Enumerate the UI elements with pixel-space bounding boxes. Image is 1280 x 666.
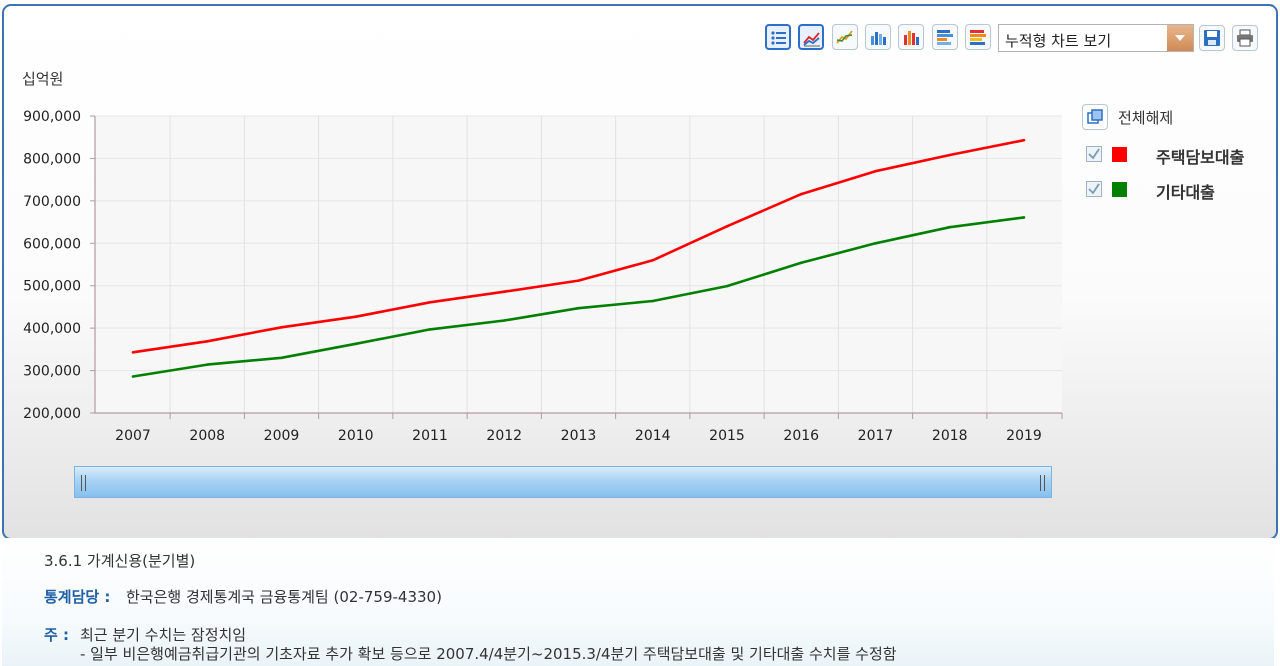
data-point [874, 169, 877, 173]
x-tick-label: 2016 [783, 428, 819, 444]
x-tick-label: 2012 [486, 428, 522, 444]
data-point [948, 153, 952, 157]
data-point [131, 351, 135, 354]
stacked-bar-button[interactable] [965, 24, 991, 50]
y-tick-label: 900,000 [23, 109, 81, 125]
legend-label: 주택담보대출 [1156, 148, 1245, 167]
save-icon [1204, 30, 1220, 46]
bar-chart-color-icon [904, 31, 919, 45]
chart-type-select[interactable]: 누적형 차트 보기 [998, 24, 1194, 52]
bar-chart-button[interactable] [865, 24, 891, 50]
checkmark-icon [1088, 183, 1100, 195]
plot-area [95, 116, 1062, 413]
data-point [799, 261, 803, 265]
legend-checkbox[interactable] [1086, 181, 1102, 197]
line-chart-button[interactable] [798, 24, 824, 50]
x-tick-label: 2018 [932, 428, 968, 444]
horizontal-bar-button[interactable] [932, 24, 958, 50]
data-point [577, 279, 580, 282]
line-chart-icon [803, 32, 820, 47]
data-point [799, 192, 803, 196]
contact-label: 통계담당 : [44, 588, 111, 606]
x-tick-label: 2014 [635, 428, 671, 444]
data-point [428, 300, 432, 304]
x-tick-label: 2019 [1006, 428, 1042, 444]
range-handle-right[interactable] [1040, 475, 1045, 491]
dropdown-arrow-button[interactable] [1167, 25, 1193, 51]
y-tick-label: 300,000 [23, 364, 81, 380]
y-tick-label: 400,000 [23, 321, 81, 337]
range-scrollbar[interactable] [74, 466, 1052, 498]
x-tick-label: 2011 [412, 428, 448, 444]
notes-section: 3.6.1 가계신용(분기별) 통계담당 : 한국은행 경제통계국 금융통계팀 … [2, 538, 1274, 666]
x-tick-label: 2008 [189, 428, 225, 444]
data-point [354, 342, 358, 346]
x-tick-label: 2013 [561, 428, 597, 444]
y-tick-label: 800,000 [23, 151, 81, 167]
x-tick-label: 2017 [858, 428, 894, 444]
range-handle-left[interactable] [81, 475, 86, 491]
y-tick-label: 500,000 [23, 279, 81, 295]
y-tick-label: 700,000 [23, 194, 81, 210]
data-point [651, 258, 655, 262]
data-point [131, 375, 135, 378]
line-chart: 200,000 300,000 400,000 500,000 600,000 700,0… [23, 109, 1063, 444]
note-label: 주 : [44, 626, 70, 644]
data-point [874, 241, 877, 245]
chevron-down-icon [1175, 35, 1185, 41]
list-view-button[interactable] [765, 24, 791, 50]
legend-checkbox[interactable] [1086, 146, 1102, 162]
data-point [577, 306, 580, 310]
toggle-all-label: 전체해제 [1118, 109, 1174, 127]
horizontal-bar-icon [937, 30, 953, 45]
data-point [280, 325, 283, 329]
data-point [1022, 216, 1026, 219]
data-point [725, 225, 729, 228]
data-point [428, 328, 432, 331]
bar-chart-icon [871, 32, 886, 45]
data-point [1022, 138, 1026, 142]
y-tick-label: 600,000 [23, 236, 81, 252]
table-title: 3.6.1 가계신용(분기별) [44, 552, 196, 570]
y-tick-label: 200,000 [23, 406, 81, 422]
legend-swatch [1112, 147, 1127, 162]
legend-swatch [1112, 182, 1127, 197]
print-icon [1237, 29, 1253, 47]
x-tick-label: 2010 [338, 428, 374, 444]
note-line-1: 최근 분기 수치는 잠정치임 [80, 626, 247, 644]
note-line-2: - 일부 비은행예금취급기관의 기초자료 추가 확보 등으로 2007.4/4분… [80, 645, 897, 663]
data-point [354, 315, 358, 318]
checkmark-icon [1088, 148, 1100, 160]
legend-label: 기타대출 [1156, 183, 1215, 202]
line-chart-alt-icon [836, 30, 853, 44]
print-button[interactable] [1232, 25, 1258, 51]
bar-chart-color-button[interactable] [898, 24, 924, 50]
contact-value: 한국은행 경제통계국 금융통계팀 (02-759-4330) [126, 588, 442, 606]
data-point [502, 290, 506, 293]
data-point [651, 299, 655, 303]
data-point [205, 339, 209, 343]
chart-type-select-value: 누적형 차트 보기 [1005, 32, 1112, 50]
data-point [502, 319, 506, 322]
line-chart-alt-button[interactable] [832, 24, 858, 50]
stacked-bar-icon [970, 30, 986, 45]
deselect-all-icon [1087, 109, 1103, 124]
x-tick-label: 2007 [115, 428, 151, 444]
data-point [205, 363, 209, 366]
x-tick-label: 2015 [709, 428, 745, 444]
toggle-all-button[interactable] [1082, 104, 1108, 130]
data-point [948, 225, 952, 229]
data-point [280, 356, 283, 360]
y-axis-unit-label: 십억원 [22, 70, 64, 88]
list-icon [771, 31, 786, 45]
x-tick-label: 2009 [264, 428, 300, 444]
data-point [725, 284, 729, 288]
save-button[interactable] [1199, 25, 1225, 51]
